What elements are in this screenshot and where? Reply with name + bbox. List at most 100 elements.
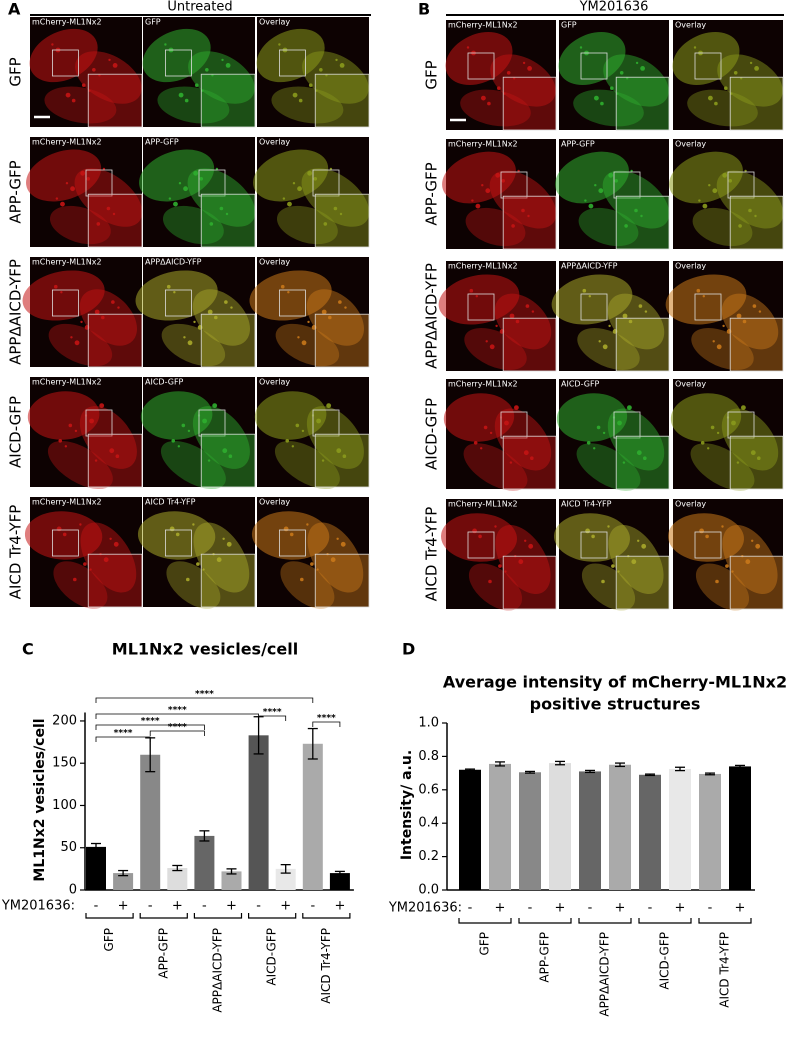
cell xyxy=(26,149,102,202)
cell xyxy=(442,151,516,204)
puncta xyxy=(749,61,753,65)
puncta xyxy=(113,541,119,547)
puncta xyxy=(614,179,618,183)
roi-box xyxy=(467,293,495,321)
puncta xyxy=(344,306,347,309)
puncta xyxy=(525,304,530,308)
bar xyxy=(519,772,541,890)
puncta xyxy=(596,425,601,430)
cell xyxy=(254,391,327,440)
puncta xyxy=(530,456,534,461)
group-label: AICD Tr4-YFP xyxy=(319,928,333,1004)
puncta xyxy=(511,224,515,228)
cell xyxy=(301,168,370,227)
puncta xyxy=(98,74,101,77)
puncta xyxy=(342,454,347,459)
inset xyxy=(502,435,557,490)
bar xyxy=(489,763,511,890)
y-tick-label: 0 xyxy=(69,883,77,898)
puncta xyxy=(588,295,591,298)
puncta xyxy=(634,208,638,213)
image-label: Overlay xyxy=(259,18,290,27)
cell xyxy=(249,270,332,321)
cell xyxy=(721,408,779,471)
panel-letter: D xyxy=(402,640,415,659)
micrograph: mCherry-ML1Nx2 xyxy=(27,377,143,490)
puncta xyxy=(108,58,111,62)
cell xyxy=(607,408,665,471)
puncta xyxy=(715,579,719,584)
puncta xyxy=(630,169,633,173)
puncta xyxy=(495,172,501,178)
puncta xyxy=(626,77,629,80)
puncta xyxy=(186,577,190,582)
cell xyxy=(75,51,142,104)
puncta xyxy=(224,300,228,304)
cell xyxy=(716,170,784,229)
puncta xyxy=(193,320,196,324)
puncta xyxy=(74,340,80,346)
group-label: APP-GFP xyxy=(156,928,170,979)
puncta xyxy=(297,186,302,192)
inset xyxy=(200,433,256,488)
puncta xyxy=(740,77,743,80)
cell xyxy=(192,406,250,469)
panel-title: Untreated xyxy=(167,0,232,15)
cell xyxy=(307,522,364,593)
puncta xyxy=(705,534,709,539)
bar xyxy=(302,743,323,890)
group-label: APPΔAICD-YFP xyxy=(598,932,612,1017)
puncta xyxy=(81,83,86,87)
cell xyxy=(280,561,335,609)
cell xyxy=(607,293,665,350)
image-label: mCherry-ML1Nx2 xyxy=(32,18,102,27)
puncta xyxy=(316,418,321,424)
micrograph: Overlay xyxy=(665,261,784,372)
roi-box xyxy=(164,529,192,557)
inset xyxy=(314,433,370,488)
puncta xyxy=(506,71,511,75)
cell xyxy=(577,327,640,371)
x-tick-label: + xyxy=(675,901,686,916)
image-label: Overlay xyxy=(259,138,290,147)
inset xyxy=(200,313,256,368)
puncta xyxy=(594,95,599,101)
micrograph: APPΔAICD-YFP xyxy=(135,257,256,368)
micrograph: AICD Tr4-YFP xyxy=(137,497,256,609)
puncta xyxy=(226,541,232,547)
cell xyxy=(489,170,557,229)
puncta xyxy=(319,68,323,72)
cell xyxy=(558,31,626,86)
image-label: Overlay xyxy=(675,140,706,149)
cell xyxy=(187,168,256,227)
cell xyxy=(665,274,747,325)
image-label: AICD Tr4-YFP xyxy=(561,500,612,509)
puncta xyxy=(748,208,752,213)
puncta xyxy=(628,319,633,324)
bar xyxy=(86,846,106,890)
puncta xyxy=(593,447,596,450)
image-label: Overlay xyxy=(675,21,706,30)
micrograph: GFP xyxy=(558,20,670,131)
roi-box xyxy=(727,411,755,439)
micrograph: mCherry-ML1Nx2 xyxy=(443,379,557,491)
puncta xyxy=(754,214,757,218)
image-label: AICD-GFP xyxy=(145,378,184,387)
micrograph: Overlay xyxy=(668,499,784,611)
inset xyxy=(729,555,784,610)
puncta xyxy=(99,403,105,408)
image-label: mCherry-ML1Nx2 xyxy=(32,498,102,507)
row-label: AICD Tr4-YFP xyxy=(423,507,441,602)
micrograph: mCherry-ML1Nx2 xyxy=(26,137,143,248)
cell xyxy=(166,561,221,609)
puncta xyxy=(524,539,527,542)
roi-box xyxy=(580,531,608,559)
cell xyxy=(274,440,340,490)
error-bar xyxy=(645,773,655,777)
puncta xyxy=(754,66,759,71)
error-bar xyxy=(525,770,535,774)
puncta xyxy=(310,562,314,566)
cell xyxy=(494,408,552,471)
group-bracket xyxy=(139,913,188,919)
inset xyxy=(729,435,784,490)
